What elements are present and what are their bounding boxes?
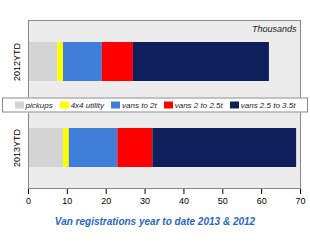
svg-text:70: 70 xyxy=(295,196,305,206)
html-text:Van registrations year to date: Van registrations year to date 2013 & 20… xyxy=(54,216,256,227)
svg-text:50: 50 xyxy=(218,196,228,206)
svg-text:0: 0 xyxy=(26,196,31,206)
svg-text:30: 30 xyxy=(140,196,150,206)
svg-text:Thousands: Thousands xyxy=(252,24,297,34)
svg-text:2012YTD: 2012YTD xyxy=(12,42,22,81)
html-text:vans 2 to 2.5t: vans 2 to 2.5t xyxy=(174,100,223,109)
svg-text:20: 20 xyxy=(101,196,111,206)
svg-text:10: 10 xyxy=(62,196,72,206)
svg-text:40: 40 xyxy=(179,196,189,206)
html-text:vans 2.5 to 3.5t: vans 2.5 to 3.5t xyxy=(240,100,296,109)
html-text:vans to 2t: vans to 2t xyxy=(122,100,157,109)
html-text:pickups: pickups xyxy=(25,100,53,109)
html-text:4x4 utility: 4x4 utility xyxy=(70,100,104,109)
svg-text:2013YTD: 2013YTD xyxy=(12,128,22,167)
svg-text:60: 60 xyxy=(257,196,267,206)
